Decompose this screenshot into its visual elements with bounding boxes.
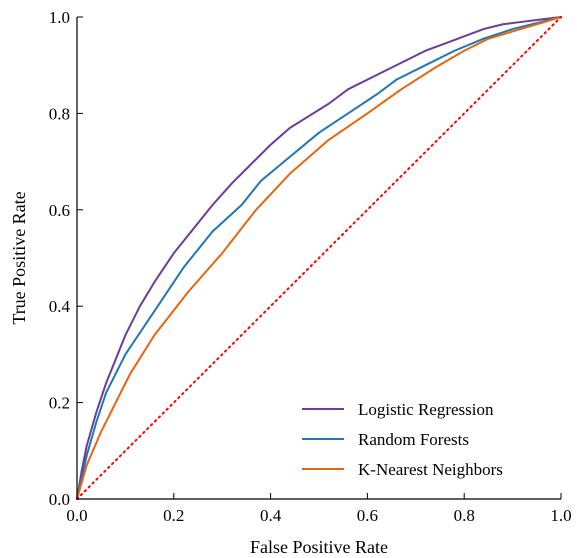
y-tick-label: 0.6 [49, 201, 70, 220]
x-axis-label: False Positive Rate [250, 537, 388, 557]
x-tick-label: 0.2 [163, 506, 184, 525]
y-tick-label: 0.8 [49, 104, 70, 123]
legend-label: Random Forests [358, 430, 469, 449]
legend-label: K-Nearest Neighbors [358, 460, 503, 479]
legend: Logistic Regression Random Forests K-Neare… [302, 400, 503, 479]
x-tick-label: 0.6 [357, 506, 378, 525]
y-tick-label: 1.0 [49, 8, 70, 27]
y-tick-label: 0.4 [49, 297, 71, 316]
series-line-k-nearest-neighbors [76, 16, 562, 500]
ticks: 0.0 0.2 0.4 0.6 0.8 1.0 0.0 0.2 0.4 0.6 0.8 1.0 [49, 8, 572, 525]
legend-label: Logistic Regression [358, 400, 494, 419]
y-tick-label: 0.0 [49, 490, 70, 509]
y-tick-label: 0.2 [49, 394, 70, 413]
x-tick-label: 0.8 [454, 506, 475, 525]
x-tick-label: 0.0 [66, 506, 87, 525]
axes [76, 17, 561, 500]
x-tick-label: 1.0 [550, 506, 571, 525]
x-tick-label: 0.4 [260, 506, 282, 525]
y-axis-label: True Positive Rate [9, 191, 29, 324]
series-line-logistic-regression [76, 16, 562, 500]
series-line-random-forests [76, 16, 562, 500]
plot-area [76, 16, 562, 500]
chance-diagonal-line [76, 16, 562, 500]
